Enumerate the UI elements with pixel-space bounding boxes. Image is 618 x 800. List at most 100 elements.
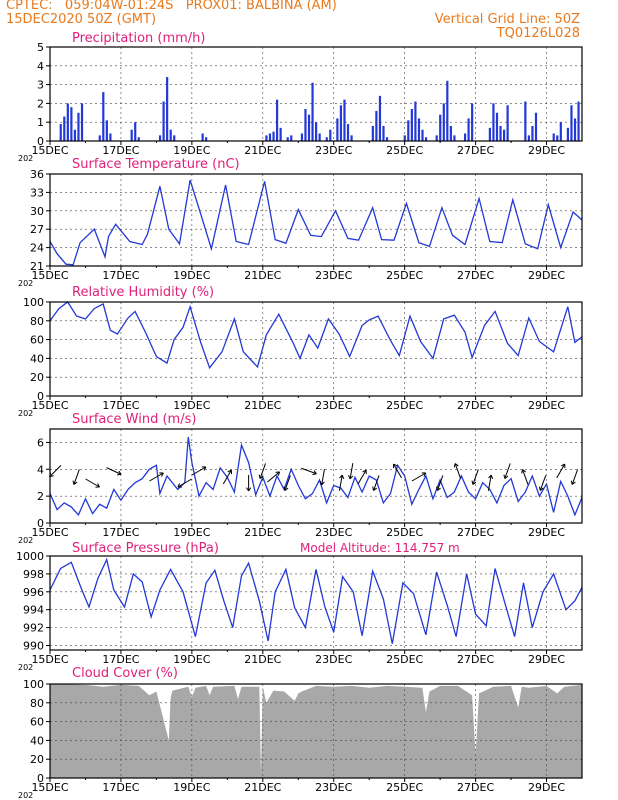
y-tick-label: 80 <box>30 315 44 328</box>
y-tick-label: 0 <box>37 135 44 148</box>
panel-title: Precipitation (mm/h) <box>72 31 205 46</box>
precip-bar <box>265 135 268 141</box>
panel-frame <box>49 46 583 142</box>
panel-0: 0 1 2 3 4 5 15DEC 17DEC 19DEC 21DEC 23DEC 25DEC 27DE… <box>18 31 583 163</box>
x-tick-label: 29DEC <box>528 781 565 794</box>
panel-3: 0 2 4 6 15DEC 17DEC 19DEC 21DEC 23DEC 25DEC 27DEC 2… <box>18 412 583 545</box>
precip-bar <box>524 101 527 141</box>
x-tick-label: 17DEC <box>102 781 139 794</box>
y-tick-label: 0 <box>37 772 44 785</box>
precip-bar <box>492 103 495 141</box>
precip-bar <box>552 133 555 141</box>
y-tick-label: 5 <box>37 41 44 54</box>
precip-bar <box>371 125 374 141</box>
panel-title: Surface Wind (m/s) <box>72 412 196 427</box>
precip-bar <box>577 101 580 141</box>
header-station-line: CPTEC: 059:04W-01:24S PROX01: BALBINA (A… <box>6 0 337 13</box>
precip-bar <box>527 135 530 141</box>
wind-arrow-head <box>201 466 207 471</box>
wind-arrow-shaft <box>504 463 511 479</box>
precip-bar <box>439 114 442 141</box>
x-tick-label: 19DEC <box>173 399 210 412</box>
wind-arrow-head <box>488 474 494 480</box>
precip-bar <box>573 118 577 141</box>
precip-bar <box>421 129 424 141</box>
header-date-line: 15DEC2020 50Z (GMT) <box>6 12 157 27</box>
x-tick-label: 21DEC <box>244 781 281 794</box>
precip-bar <box>59 124 62 141</box>
precip-bar <box>467 118 470 141</box>
model-altitude-label: Model Altitude: 114.757 m <box>300 541 460 555</box>
precip-bar <box>162 101 165 141</box>
x-tick-label: 23DEC <box>315 653 352 666</box>
x-tick-label: 19DEC <box>173 781 210 794</box>
x-tick-label: 15DEC <box>31 144 68 157</box>
precip-bar <box>201 133 204 141</box>
precip-bar <box>495 112 499 141</box>
wind-arrow-head <box>49 472 54 478</box>
precip-bar <box>205 137 208 141</box>
y-tick-label: 40 <box>30 352 44 365</box>
x-tick-label: 17DEC <box>102 144 139 157</box>
y-tick-label: 996 <box>23 586 44 599</box>
x-tick-label: 15DEC <box>31 399 68 412</box>
x-tick-label: 27DEC <box>457 144 494 157</box>
x-year-stub: 202 <box>18 279 33 288</box>
x-tick-label: 27DEC <box>457 526 494 539</box>
panel-title: Cloud Cover (%) <box>72 666 178 681</box>
precip-bar <box>109 133 112 141</box>
precip-bar <box>98 135 101 141</box>
y-tick-label: 1 <box>37 116 44 129</box>
x-tick-label: 21DEC <box>244 269 281 282</box>
x-tick-label: 15DEC <box>31 526 68 539</box>
wind-arrow-shaft <box>338 475 343 491</box>
wind-arrow-shaft <box>373 475 380 491</box>
x-tick-label: 25DEC <box>386 653 423 666</box>
precip-bar <box>556 135 559 141</box>
precip-bar <box>343 99 346 141</box>
wind-arrow-shaft <box>487 475 492 491</box>
precip-bar <box>134 122 137 141</box>
precip-bar <box>410 109 413 141</box>
x-tick-label: 25DEC <box>386 399 423 412</box>
header-model-code: TQ0126L028 <box>496 26 580 41</box>
x-tick-label: 29DEC <box>528 399 565 412</box>
precip-bar <box>137 137 140 141</box>
x-tick-label: 19DEC <box>173 653 210 666</box>
precip-bar <box>449 125 452 141</box>
y-tick-label: 100 <box>23 296 44 309</box>
y-tick-label: 40 <box>30 734 44 747</box>
precip-bar <box>63 116 66 141</box>
series-line <box>49 437 583 517</box>
precip-bar <box>385 137 389 141</box>
y-tick-label: 1000 <box>16 550 44 563</box>
y-tick-label: 2 <box>37 490 44 503</box>
precip-bar <box>407 120 410 141</box>
wind-arrow-head <box>392 463 398 469</box>
y-tick-label: 100 <box>23 678 44 691</box>
wind-arrow-head <box>312 470 317 476</box>
x-year-stub: 202 <box>18 154 33 163</box>
wind-arrow-shaft <box>349 463 354 479</box>
precip-bar <box>570 105 573 141</box>
precip-bar <box>534 112 538 141</box>
panel-4: 990 992 994 996 998 1000 15DEC 17DEC 19DEC 21DEC 2… <box>16 541 583 672</box>
x-tick-label: 25DEC <box>386 781 423 794</box>
precip-bar <box>130 129 133 141</box>
wind-arrow-head <box>275 471 281 476</box>
y-tick-label: 998 <box>23 568 44 581</box>
precip-bar <box>272 131 275 141</box>
precip-bar <box>279 127 282 141</box>
wind-arrow-shaft <box>321 469 325 485</box>
x-tick-label: 15DEC <box>31 269 68 282</box>
x-year-stub: 202 <box>18 536 33 545</box>
precip-bar <box>417 118 421 141</box>
wind-arrow-head <box>246 487 252 492</box>
wind-arrow-shaft <box>222 469 232 485</box>
wind-arrow-head <box>538 486 544 491</box>
precip-bar <box>499 125 502 141</box>
wind-arrow-shaft <box>177 478 192 488</box>
wind-arrow-head <box>283 486 289 491</box>
x-tick-label: 27DEC <box>457 269 494 282</box>
